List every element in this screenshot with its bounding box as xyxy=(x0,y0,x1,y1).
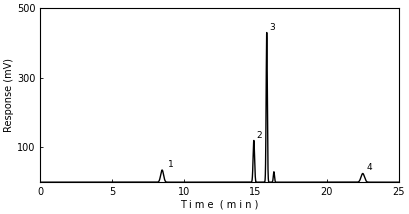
Text: 3: 3 xyxy=(270,23,275,32)
Text: 2: 2 xyxy=(257,131,262,140)
Text: 4: 4 xyxy=(367,163,373,172)
X-axis label: T i m e  ( m i n ): T i m e ( m i n ) xyxy=(180,200,258,210)
Y-axis label: Response (mV): Response (mV) xyxy=(4,58,14,132)
Text: 1: 1 xyxy=(168,160,173,169)
